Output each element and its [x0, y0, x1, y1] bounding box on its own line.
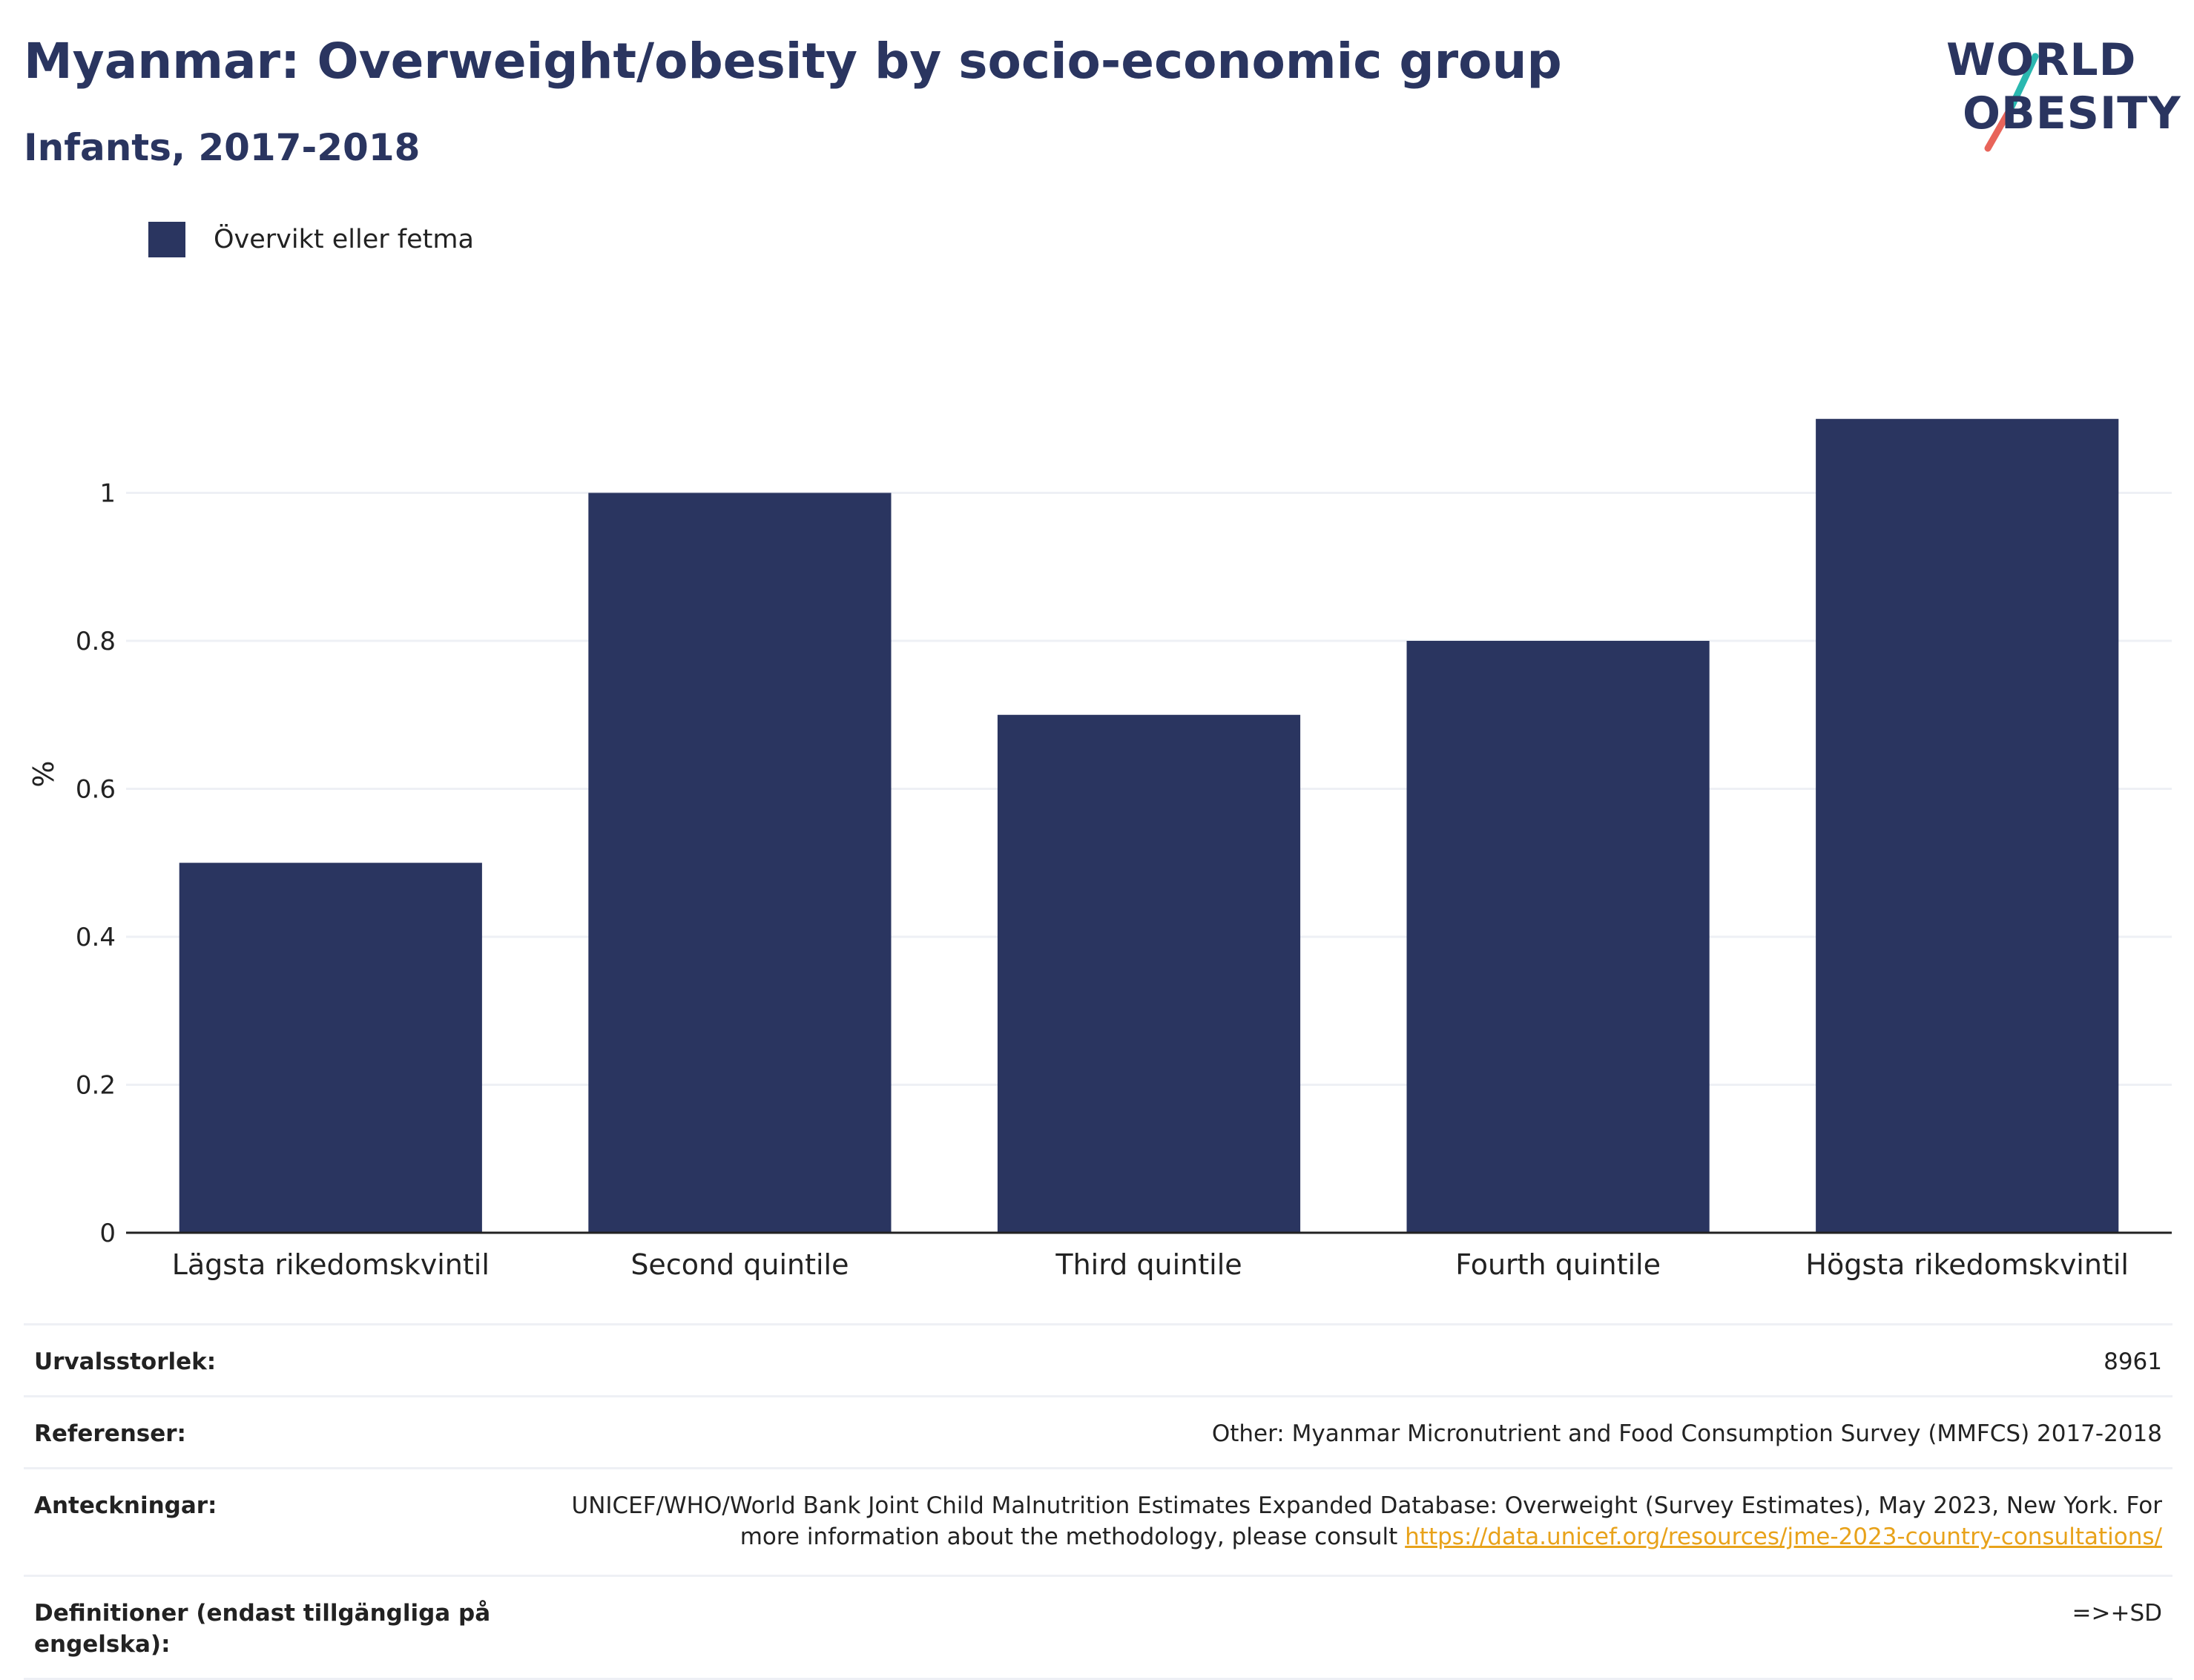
logo-word-obesity: OBESITY — [1963, 88, 2181, 139]
legend: Övervikt eller fetma — [148, 221, 474, 258]
y-tick-label: 0.4 — [76, 923, 116, 952]
y-tick-label: 1 — [99, 479, 116, 509]
notes-value: UNICEF/WHO/World Bank Joint Child Malnut… — [509, 1490, 2163, 1552]
x-tick-label: Högsta rikedomskvintil — [1805, 1248, 2129, 1281]
y-axis-label: % — [27, 760, 60, 787]
bar[interactable] — [588, 493, 892, 1233]
world-obesity-logo[interactable]: WORLD OBESITY — [1936, 30, 2181, 163]
x-axis-ticks: Lägsta rikedomskvintil Second quintile Thi… — [172, 1248, 2129, 1281]
chart-subtitle: Infants, 2017-2018 — [24, 126, 421, 169]
y-tick-label: 0 — [99, 1219, 116, 1248]
legend-swatch[interactable] — [148, 222, 185, 257]
x-tick-label: Third quintile — [1055, 1248, 1242, 1281]
y-tick-label: 0.2 — [76, 1071, 116, 1101]
sample-size-value: 8961 — [2104, 1348, 2162, 1375]
notes-link[interactable]: https://data.unicef.org/resources/jme-20… — [1405, 1523, 2162, 1550]
definitions-value: =>+SD — [2072, 1600, 2162, 1627]
info-table: Urvalsstorlek: 8961 Referenser: Other: M… — [24, 1323, 2172, 1680]
references-label: Referenser: — [34, 1420, 186, 1447]
y-tick-label: 0.8 — [76, 627, 116, 656]
definitions-label: Definitioner (endast tillgängliga på eng… — [34, 1600, 491, 1658]
chart-title: Myanmar: Overweight/obesity by socio-eco… — [24, 33, 1562, 90]
sample-size-label: Urvalsstorlek: — [34, 1348, 217, 1375]
logo-slash-icon — [1984, 53, 2039, 152]
legend-label[interactable]: Övervikt eller fetma — [214, 225, 474, 254]
bar[interactable] — [1406, 641, 1710, 1233]
sample-size-row: Urvalsstorlek: 8961 — [24, 1323, 2172, 1395]
x-tick-label: Second quintile — [630, 1248, 849, 1281]
y-axis-ticks: 0 0.2 0.4 0.6 0.8 1 — [76, 479, 116, 1249]
x-tick-label: Fourth quintile — [1455, 1248, 1661, 1281]
y-tick-label: 0.6 — [76, 775, 116, 805]
notes-row: Anteckningar: UNICEF/WHO/World Bank Join… — [24, 1467, 2172, 1575]
definitions-row: Definitioner (endast tillgängliga på eng… — [24, 1575, 2172, 1680]
bar-chart: 0 0.2 0.4 0.6 0.8 1 Lägsta rikedomskvintil Sec… — [27, 418, 2172, 1281]
x-tick-label: Lägsta rikedomskvintil — [172, 1248, 490, 1281]
logo-word-world: WORLD — [1946, 34, 2137, 86]
bar[interactable] — [179, 863, 482, 1233]
references-value: Other: Myanmar Micronutrient and Food Co… — [1211, 1420, 2162, 1447]
bar[interactable] — [997, 714, 1301, 1233]
bar[interactable] — [1816, 418, 2119, 1233]
bars — [179, 418, 2119, 1233]
references-row: Referenser: Other: Myanmar Micronutrient… — [24, 1395, 2172, 1467]
notes-text: UNICEF/WHO/World Bank Joint Child Malnut… — [571, 1492, 2163, 1550]
notes-label: Anteckningar: — [34, 1492, 217, 1519]
